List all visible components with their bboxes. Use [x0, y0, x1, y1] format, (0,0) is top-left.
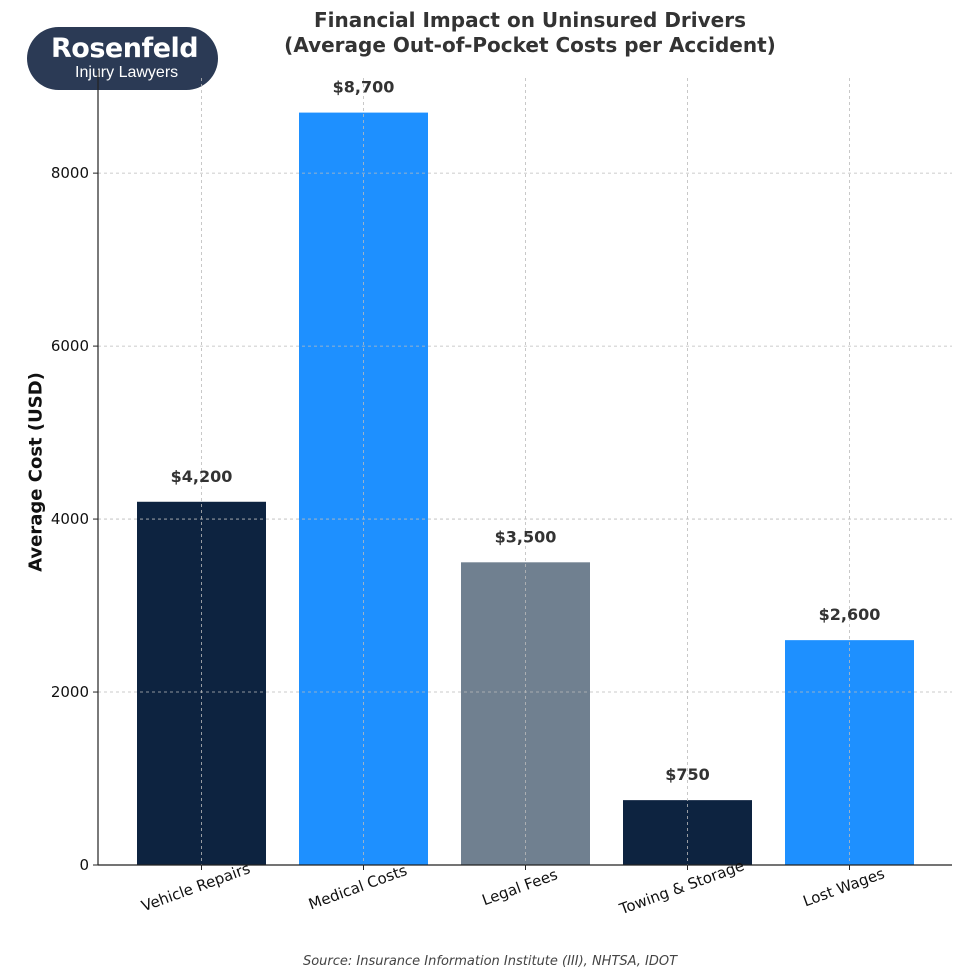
data-label: $8,700	[333, 78, 395, 97]
source-note: Source: Insurance Information Institute …	[302, 954, 678, 969]
chart-title: Financial Impact on Uninsured Drivers	[313, 8, 747, 32]
x-tick-label: Vehicle Repairs	[139, 859, 253, 915]
data-label: $2,600	[819, 605, 881, 624]
x-tick-label: Lost Wages	[801, 864, 888, 910]
chart-subtitle: (Average Out-of-Pocket Costs per Acciden…	[284, 33, 776, 57]
logo-subtitle: Injury Lawyers	[75, 64, 179, 81]
rosenfeld-logo: Rosenfeld Injury Lawyers	[27, 27, 218, 90]
y-tick-label: 0	[79, 856, 89, 874]
logo-brand: Rosenfeld	[51, 33, 199, 64]
bar	[623, 800, 752, 865]
data-label: $4,200	[171, 467, 233, 486]
data-label: $3,500	[495, 527, 557, 546]
x-tick-label: Towing & Storage	[616, 856, 746, 918]
y-tick-label: 8000	[51, 164, 89, 182]
y-tick-label: 4000	[51, 510, 89, 528]
y-tick-label: 2000	[51, 683, 89, 701]
x-tick-label: Legal Fees	[480, 865, 561, 909]
data-label: $750	[665, 765, 710, 784]
x-tick-label: Medical Costs	[306, 861, 409, 913]
y-tick-label: 6000	[51, 337, 89, 355]
